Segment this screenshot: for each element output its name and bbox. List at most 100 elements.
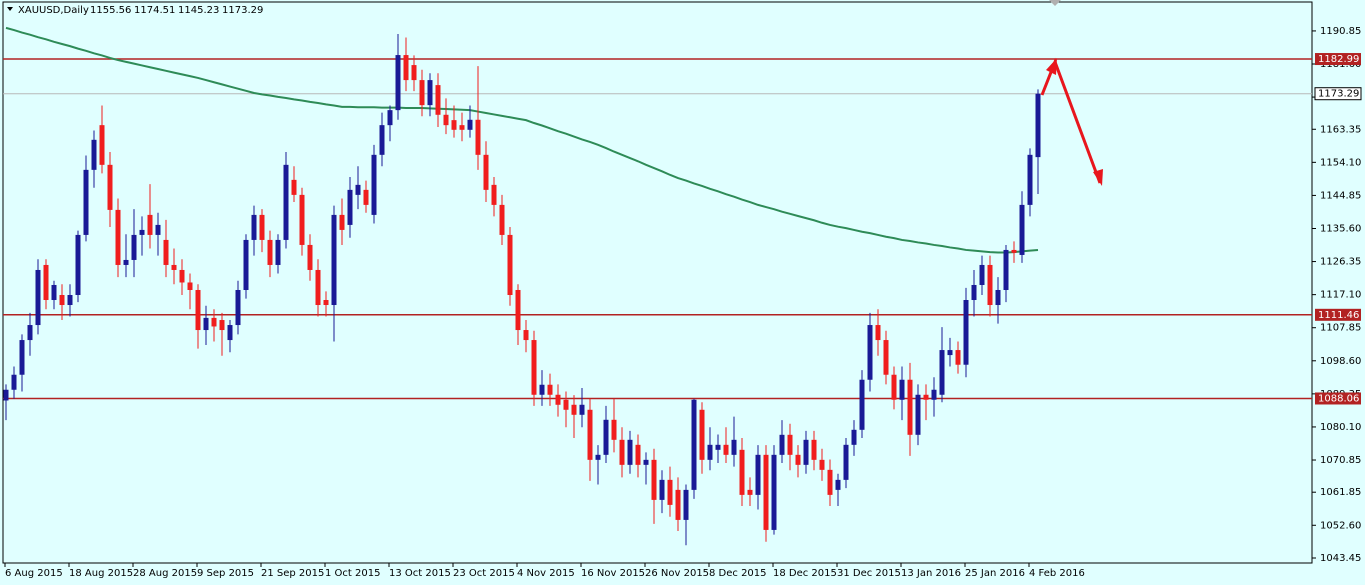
level-label: 1088.06 bbox=[1318, 393, 1359, 404]
x-tick-label: 25 Jan 2016 bbox=[965, 568, 1025, 579]
candle-body bbox=[427, 80, 433, 106]
x-tick-label: 1 Oct 2015 bbox=[325, 568, 380, 579]
candle-body bbox=[27, 325, 33, 341]
candle-body bbox=[923, 394, 929, 400]
candle-body bbox=[379, 125, 385, 155]
header-high: 1174.51 bbox=[134, 5, 175, 16]
arrow-head bbox=[1093, 169, 1103, 186]
candle-body bbox=[539, 384, 545, 395]
candle-body bbox=[899, 379, 905, 400]
menu-icon bbox=[7, 7, 13, 11]
candle-body bbox=[323, 300, 329, 306]
candle-body bbox=[563, 399, 569, 410]
candle-body bbox=[643, 459, 649, 465]
candle-body bbox=[627, 439, 633, 465]
x-tick-label: 23 Oct 2015 bbox=[453, 568, 515, 579]
candle-body bbox=[963, 300, 969, 365]
candle-body bbox=[843, 444, 849, 480]
header-close: 1173.29 bbox=[222, 5, 263, 16]
candle-body bbox=[171, 264, 177, 270]
candle-body bbox=[851, 429, 857, 445]
candle-body bbox=[603, 419, 609, 455]
level-label-box bbox=[1315, 308, 1361, 321]
candle-body bbox=[371, 154, 377, 215]
candle-body bbox=[411, 65, 417, 81]
candle-body bbox=[947, 350, 953, 356]
x-tick-label: 31 Dec 2015 bbox=[837, 568, 901, 579]
candle-body bbox=[275, 239, 281, 265]
x-tick-label: 16 Nov 2015 bbox=[581, 568, 645, 579]
y-tick-label: 1061.85 bbox=[1320, 487, 1361, 498]
candle-body bbox=[267, 239, 273, 265]
candle-body bbox=[971, 284, 977, 301]
candle-body bbox=[123, 259, 129, 265]
candle-body bbox=[939, 350, 945, 395]
candle-body bbox=[227, 325, 233, 341]
candle-body bbox=[803, 439, 809, 465]
candle-body bbox=[611, 419, 617, 440]
candle-body bbox=[315, 269, 321, 306]
candle-body bbox=[155, 224, 161, 235]
candle-body bbox=[187, 282, 193, 290]
price-label-box bbox=[1314, 87, 1362, 101]
y-tick-label: 1135.60 bbox=[1320, 223, 1361, 234]
candle-body bbox=[395, 55, 401, 111]
candle-body bbox=[979, 264, 985, 285]
candle-body bbox=[987, 264, 993, 306]
x-tick-label: 13 Oct 2015 bbox=[389, 568, 451, 579]
x-tick-label: 4 Feb 2016 bbox=[1029, 568, 1085, 579]
y-tick-label: 1163.35 bbox=[1320, 124, 1361, 135]
candle-body bbox=[691, 399, 697, 490]
candle-body bbox=[355, 184, 361, 195]
candle-body bbox=[163, 239, 169, 265]
candle-body bbox=[283, 164, 289, 240]
level-label-box bbox=[1315, 53, 1361, 66]
x-tick-label: 18 Dec 2015 bbox=[773, 568, 837, 579]
candle-body bbox=[883, 340, 889, 375]
candle-body bbox=[19, 340, 25, 375]
candle-body bbox=[547, 384, 553, 395]
candle-body bbox=[747, 489, 753, 495]
candle-body bbox=[291, 179, 297, 195]
y-tick-label: 1154.10 bbox=[1320, 157, 1361, 168]
candle-body bbox=[907, 379, 913, 435]
candle-body bbox=[51, 284, 57, 301]
candle-body bbox=[115, 209, 121, 265]
level-label: 1111.46 bbox=[1318, 310, 1359, 321]
price-label: 1173.29 bbox=[1318, 89, 1359, 100]
y-tick-label: 1043.45 bbox=[1320, 553, 1361, 564]
candle-body bbox=[83, 169, 89, 235]
candle-body bbox=[235, 289, 241, 326]
candle-body bbox=[3, 389, 9, 401]
candle-body bbox=[1011, 249, 1017, 253]
header-low: 1145.23 bbox=[178, 5, 219, 16]
candle-body bbox=[659, 479, 665, 500]
y-tick-label: 1126.35 bbox=[1320, 257, 1361, 268]
candle-body bbox=[467, 119, 473, 130]
candle-body bbox=[67, 294, 73, 306]
candle-body bbox=[819, 459, 825, 470]
y-tick-label: 1144.85 bbox=[1320, 190, 1361, 201]
candle-body bbox=[339, 214, 345, 230]
candle-body bbox=[307, 244, 313, 270]
candle-body bbox=[507, 234, 513, 295]
candle-body bbox=[827, 469, 833, 495]
x-tick-label: 13 Jan 2016 bbox=[901, 568, 961, 579]
plot-frame bbox=[2, 1, 1313, 564]
candle-body bbox=[491, 184, 497, 205]
candle-body bbox=[683, 489, 689, 520]
candle-body bbox=[179, 269, 185, 283]
candle-body bbox=[139, 229, 145, 235]
y-tick-label: 1052.60 bbox=[1320, 520, 1361, 531]
candle-body bbox=[363, 189, 369, 205]
x-tick-label: 18 Aug 2015 bbox=[69, 568, 133, 579]
candle-body bbox=[523, 330, 529, 341]
candle-body bbox=[259, 214, 265, 240]
candle-body bbox=[59, 294, 65, 306]
y-tick-label: 1190.85 bbox=[1320, 26, 1361, 37]
level-label: 1182.99 bbox=[1318, 54, 1359, 65]
candle-body bbox=[419, 80, 425, 106]
candle-body bbox=[835, 479, 841, 490]
